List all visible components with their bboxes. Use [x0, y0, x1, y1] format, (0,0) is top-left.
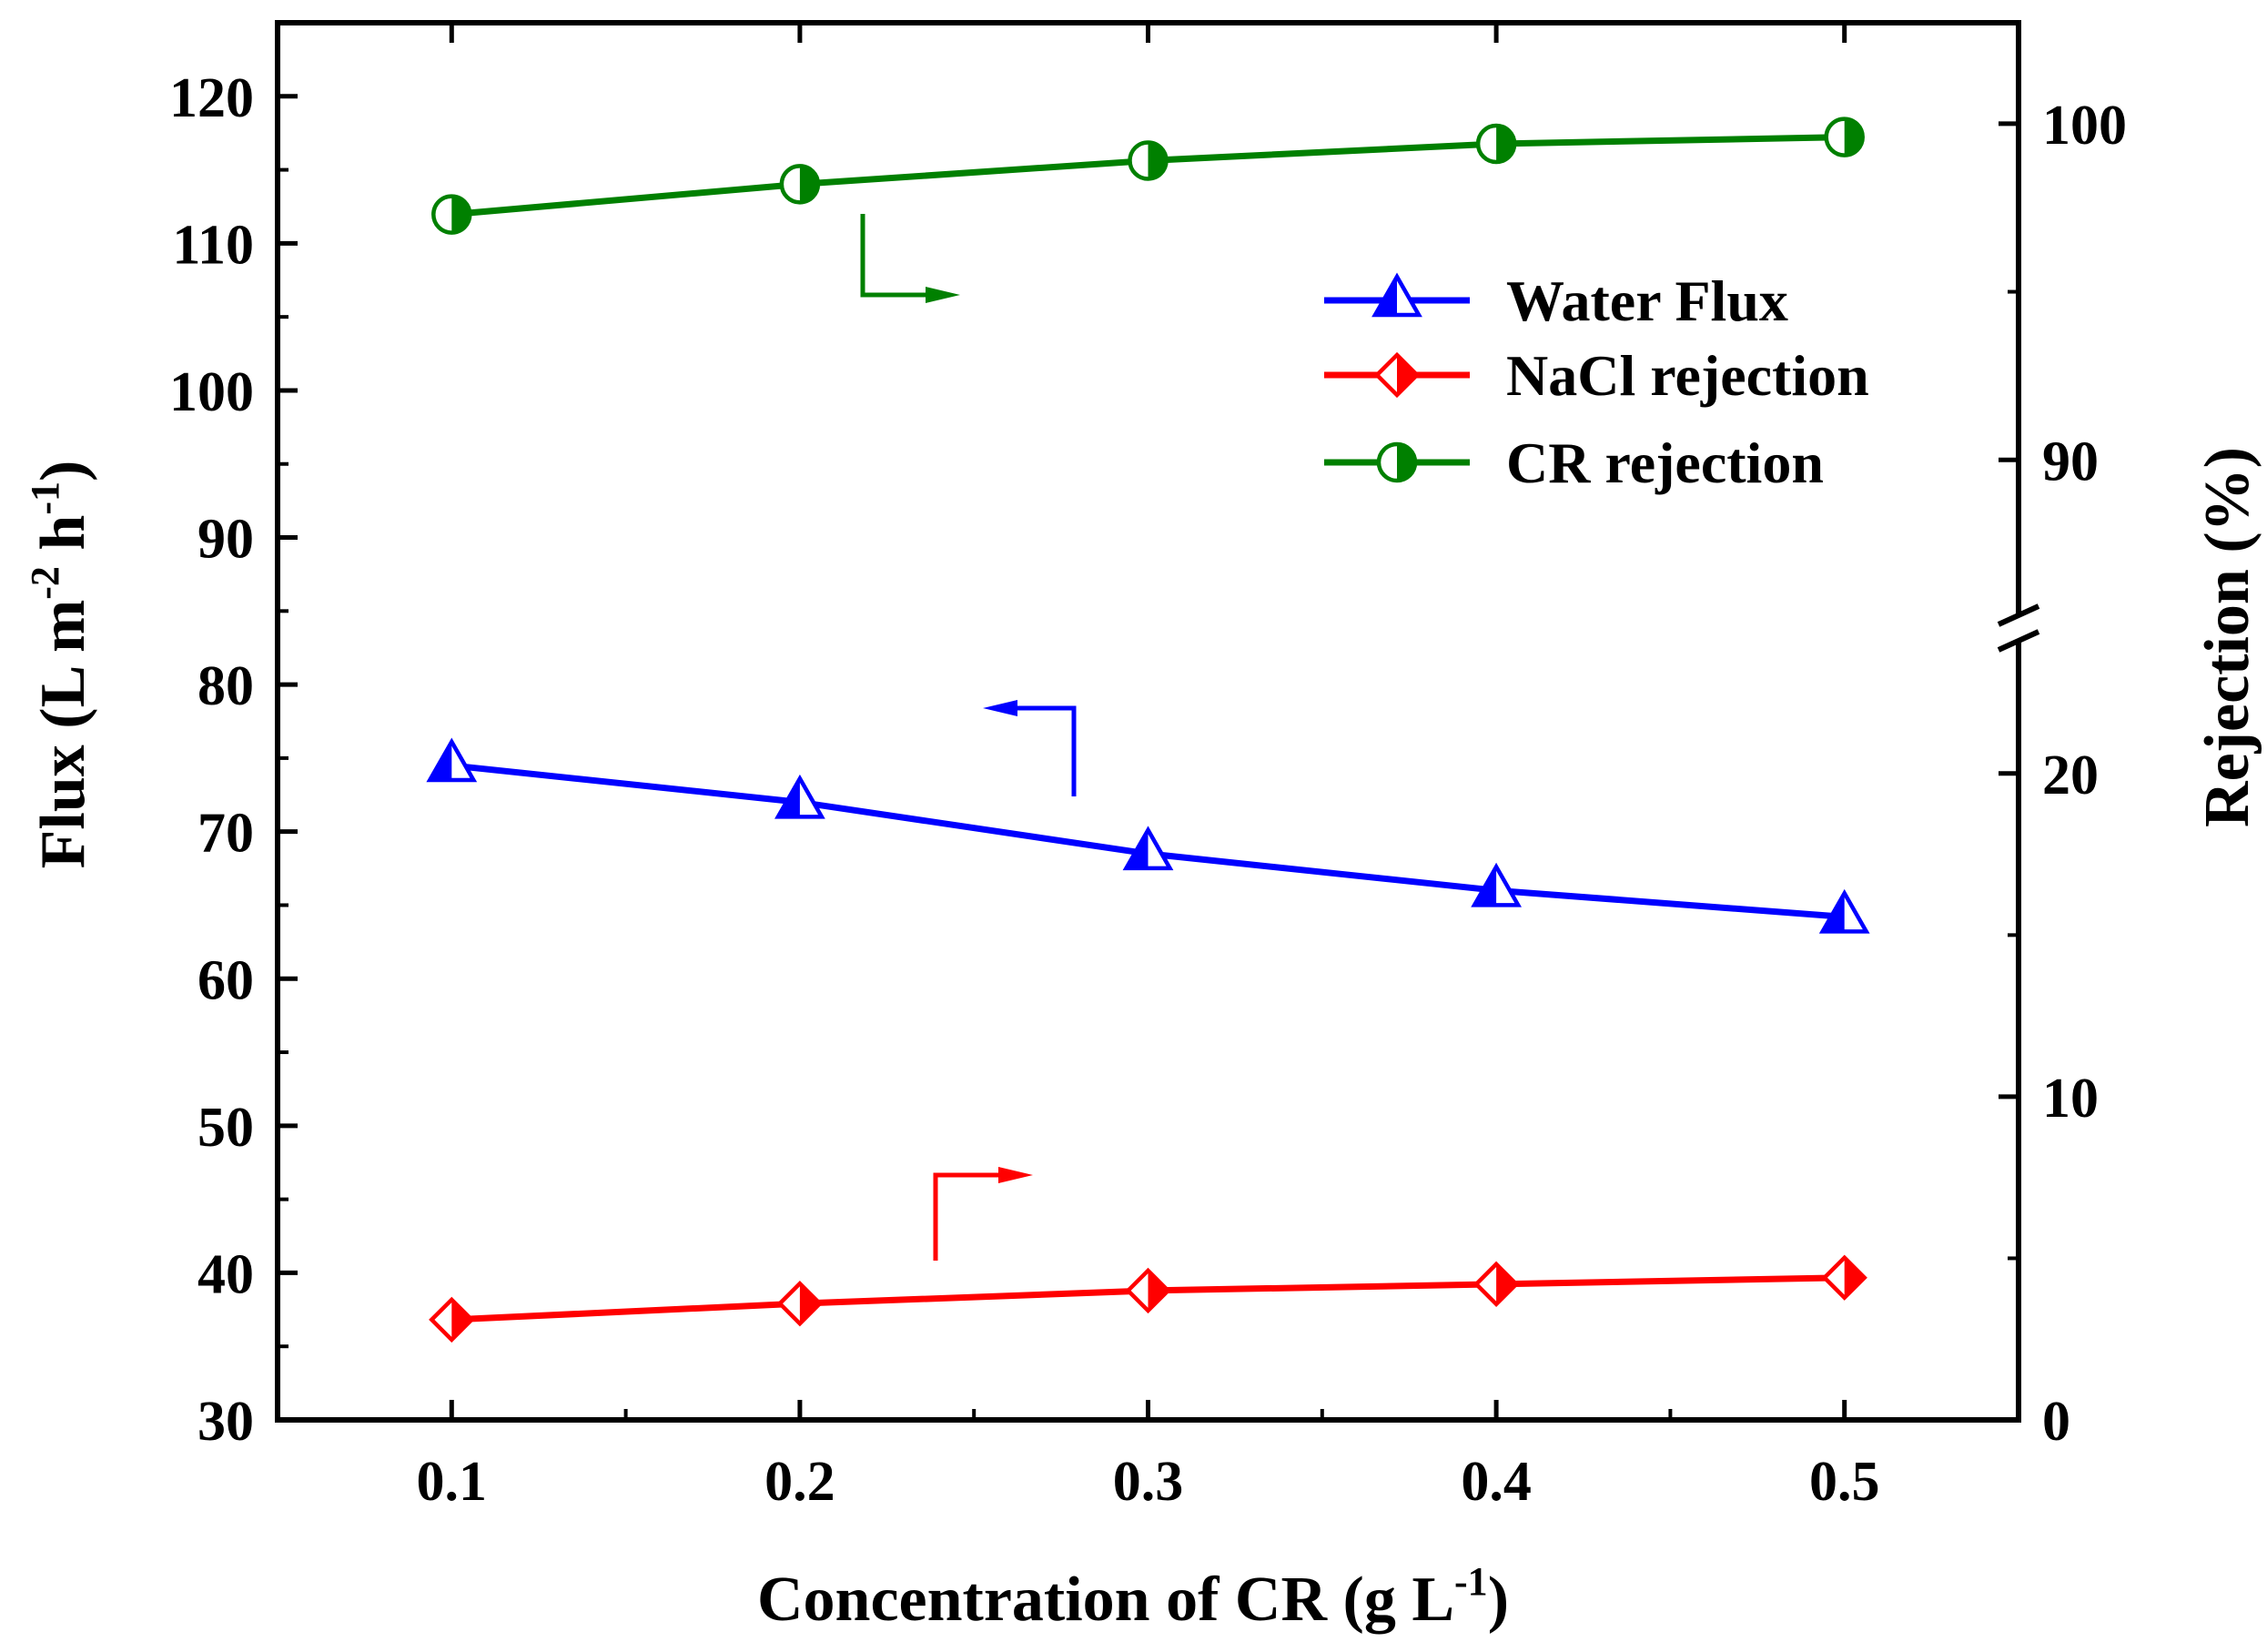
marker-fill: [1844, 1257, 1865, 1298]
marker-outline: [1373, 351, 1421, 399]
data-point: [1471, 862, 1522, 907]
marker-outline: [1471, 862, 1522, 907]
y-left-tick-label: 80: [197, 655, 254, 717]
arrow-head: [926, 287, 960, 303]
x-axis-title: Concentration of CR (g L-1): [757, 1559, 1509, 1635]
data-point: [1122, 826, 1174, 871]
legend-marker: [1371, 272, 1422, 318]
y-right-tick-label: 20: [2042, 745, 2099, 806]
y-left-tick-label: 50: [197, 1097, 254, 1159]
arrow-water-flux: [983, 700, 1077, 796]
data-point: [776, 1280, 824, 1327]
data-point: [774, 774, 825, 819]
marker-outline: [426, 737, 478, 783]
marker-outline: [1473, 1261, 1520, 1308]
axis-break-mark: [1997, 629, 2040, 653]
y-left-tick-label: 60: [197, 949, 254, 1011]
marker-fill: [1496, 1263, 1517, 1304]
series-nacl-rejection: [429, 1254, 1867, 1343]
legend-item-water-flux: Water Flux: [1324, 269, 1788, 333]
data-point: [1475, 123, 1517, 165]
marker-outline: [1475, 123, 1517, 165]
legend-label: NaCl rejection: [1506, 343, 1869, 408]
data-point: [779, 164, 821, 205]
legend-item-nacl-rejection: NaCl rejection: [1324, 343, 1869, 408]
series-layer: [426, 117, 1870, 1343]
y-left-tick-label: 100: [169, 361, 254, 423]
marker-outline: [1821, 1254, 1867, 1301]
marker-fill: [1397, 355, 1417, 395]
x-tick-label: 0.1: [417, 1451, 488, 1513]
data-point: [1824, 117, 1865, 157]
annotation-layer: [860, 214, 1077, 1261]
y-left-tick-label: 40: [197, 1243, 254, 1305]
y-left-tick-label: 70: [197, 803, 254, 865]
series-water-flux: [426, 737, 1870, 934]
y-right-tick-label: 0: [2042, 1391, 2070, 1453]
arrow-shaft: [1016, 705, 1077, 796]
marker-fill: [1148, 1270, 1169, 1311]
x-tick-label: 0.5: [1809, 1451, 1880, 1513]
legend-label: Water Flux: [1506, 269, 1788, 333]
arrow-cr-rejection: [860, 214, 960, 303]
marker-fill: [451, 1299, 472, 1340]
axis-break-mark: [1997, 603, 2040, 627]
y-left-tick-label: 120: [169, 67, 254, 129]
marker-outline: [1371, 272, 1422, 318]
arrow-nacl-rejection: [933, 1167, 1033, 1261]
marker-outline: [429, 1296, 475, 1343]
legend: Water Flux NaCl rejection CR rejection: [1324, 269, 1869, 495]
y-axis-left-title: Flux (L m-2 h-1): [23, 461, 98, 869]
data-point: [426, 737, 478, 783]
y-left-tick-label: 30: [197, 1391, 254, 1453]
y-left-tick-label: 110: [172, 214, 254, 276]
marker-outline: [1122, 826, 1174, 871]
x-tick-label: 0.4: [1461, 1451, 1532, 1513]
arrow-head: [998, 1167, 1033, 1183]
x-tick-label: 0.3: [1113, 1451, 1184, 1513]
data-point: [431, 194, 472, 235]
data-point: [1128, 140, 1169, 181]
marker-outline: [1376, 441, 1418, 483]
marker-outline: [779, 164, 821, 205]
data-point: [1821, 1254, 1867, 1301]
y-right-tick-label: 90: [2042, 431, 2099, 492]
y-axis-right-title: Rejection (%): [2192, 447, 2262, 827]
x-tick-label: 0.2: [764, 1451, 835, 1513]
marker-outline: [774, 774, 825, 819]
arrow-shaft: [860, 214, 928, 298]
series-cr-rejection: [431, 117, 1865, 235]
arrow-shaft: [933, 1172, 999, 1261]
y-left-tick-label: 90: [197, 509, 254, 571]
legend-item-cr-rejection: CR rejection: [1324, 431, 1824, 495]
marker-outline: [1128, 140, 1169, 181]
data-point: [1473, 1261, 1520, 1308]
marker-outline: [776, 1280, 824, 1327]
marker-fill: [799, 1283, 820, 1324]
arrow-head: [983, 700, 1017, 716]
axes-group: 0.1 0.2 0.3 0.4 0.5 30 40 50 60 70 80 90 100 110 120 0 1…: [169, 20, 2127, 1513]
data-point: [1125, 1267, 1171, 1314]
marker-outline: [1824, 117, 1865, 157]
data-point: [1818, 888, 1870, 934]
marker-outline: [1125, 1267, 1171, 1314]
data-point: [429, 1296, 475, 1343]
legend-label: CR rejection: [1506, 431, 1824, 495]
y-right-tick-label: 100: [2042, 95, 2127, 157]
legend-marker: [1376, 441, 1418, 483]
y-right-tick-label: 10: [2042, 1068, 2099, 1130]
marker-outline: [431, 194, 472, 235]
legend-marker: [1373, 351, 1421, 399]
marker-outline: [1818, 888, 1870, 934]
